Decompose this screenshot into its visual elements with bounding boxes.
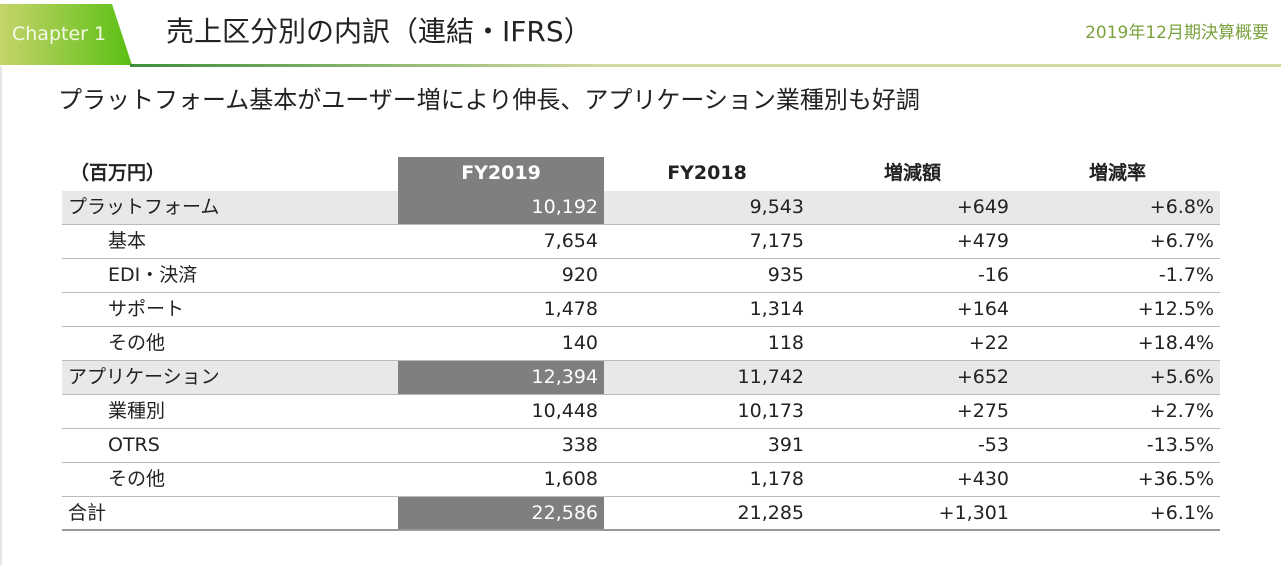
cell-fy2019: 338 — [561, 434, 598, 456]
cell-fy2018: 935 — [767, 264, 804, 286]
cell-change: +1,301 — [938, 502, 1009, 524]
cell-fy2018: 7,175 — [749, 230, 804, 252]
cell-fy2018: 11,742 — [737, 366, 804, 388]
header-unit: （百万円） — [70, 162, 166, 184]
cell-change: +22 — [968, 332, 1009, 354]
header-fy2018: FY2018 — [667, 162, 747, 184]
header-divider — [130, 64, 1281, 67]
table-row: プラットフォーム 10,192 9,543 +649 +6.8% — [62, 191, 1220, 225]
revenue-table: （百万円） FY2019 FY2018 増減額 増減率 プラットフォーム 10,… — [62, 157, 1220, 531]
row-label: サポート — [108, 298, 185, 320]
cell-change-rate: +6.7% — [1149, 230, 1214, 252]
cell-fy2019: 22,586 — [398, 497, 604, 529]
row-label: 業種別 — [108, 400, 166, 422]
cell-change-rate: +2.7% — [1149, 400, 1214, 422]
row-label: OTRS — [108, 434, 160, 456]
cell-fy2019: 1,608 — [543, 468, 598, 490]
page-subtitle: 2019年12月期決算概要 — [1085, 23, 1269, 43]
row-label: EDI・決済 — [108, 264, 198, 286]
cell-change-rate: +6.1% — [1149, 502, 1214, 524]
lead-text: プラットフォーム基本がユーザー増により伸長、アプリケーション業種別も好調 — [58, 86, 920, 114]
cell-fy2019: 10,448 — [531, 400, 598, 422]
table-row: その他 1,608 1,178 +430 +36.5% — [62, 463, 1220, 497]
cell-fy2018: 21,285 — [737, 502, 804, 524]
cell-fy2018: 118 — [767, 332, 804, 354]
header-change-rate: 増減率 — [1088, 162, 1146, 184]
cell-change: +652 — [956, 366, 1009, 388]
table-row-total: 合計 22,586 21,285 +1,301 +6.1% — [62, 497, 1220, 531]
cell-change: +164 — [956, 298, 1009, 320]
table-row: アプリケーション 12,394 11,742 +652 +5.6% — [62, 361, 1220, 395]
table-row: 業種別 10,448 10,173 +275 +2.7% — [62, 395, 1220, 429]
cell-change: -53 — [977, 434, 1009, 456]
cell-change: +275 — [956, 400, 1009, 422]
cell-fy2019: 12,394 — [398, 361, 604, 394]
cell-fy2018: 1,178 — [749, 468, 804, 490]
cell-change-rate: +12.5% — [1137, 298, 1214, 320]
table-row: 基本 7,654 7,175 +479 +6.7% — [62, 225, 1220, 259]
cell-fy2018: 1,314 — [749, 298, 804, 320]
cell-change-rate: +18.4% — [1137, 332, 1214, 354]
row-label: 基本 — [108, 230, 147, 252]
cell-fy2019: 140 — [561, 332, 598, 354]
chapter-badge: Chapter 1 — [0, 4, 132, 65]
row-label: アプリケーション — [68, 366, 220, 388]
cell-fy2018: 391 — [767, 434, 804, 456]
row-label: 合計 — [68, 502, 107, 524]
cell-fy2019: 10,192 — [398, 191, 604, 224]
cell-change-rate: +6.8% — [1149, 196, 1214, 218]
table-row: サポート 1,478 1,314 +164 +12.5% — [62, 293, 1220, 327]
cell-fy2018: 10,173 — [737, 400, 804, 422]
cell-change-rate: +36.5% — [1137, 468, 1214, 490]
header-change: 増減額 — [883, 162, 941, 184]
cell-change: -16 — [977, 264, 1009, 286]
cell-fy2019: 1,478 — [543, 298, 598, 320]
table-row: OTRS 338 391 -53 -13.5% — [62, 429, 1220, 463]
cell-change: +430 — [956, 468, 1009, 490]
cell-fy2019: 920 — [561, 264, 598, 286]
row-label: その他 — [108, 468, 166, 490]
cell-change-rate: +5.6% — [1149, 366, 1214, 388]
page-title: 売上区分別の内訳（連結・IFRS） — [166, 15, 592, 48]
cell-change: +479 — [956, 230, 1009, 252]
cell-fy2019: 7,654 — [543, 230, 598, 252]
cell-fy2018: 9,543 — [749, 196, 804, 218]
table-header: （百万円） FY2019 FY2018 増減額 増減率 — [62, 157, 1220, 191]
cell-change: +649 — [956, 196, 1009, 218]
row-label: プラットフォーム — [68, 196, 220, 218]
table-row: その他 140 118 +22 +18.4% — [62, 327, 1220, 361]
cell-change-rate: -1.7% — [1158, 264, 1214, 286]
left-border — [0, 66, 2, 565]
row-label: その他 — [108, 332, 166, 354]
table-row: EDI・決済 920 935 -16 -1.7% — [62, 259, 1220, 293]
cell-change-rate: -13.5% — [1146, 434, 1214, 456]
header-fy2019: FY2019 — [398, 157, 604, 191]
